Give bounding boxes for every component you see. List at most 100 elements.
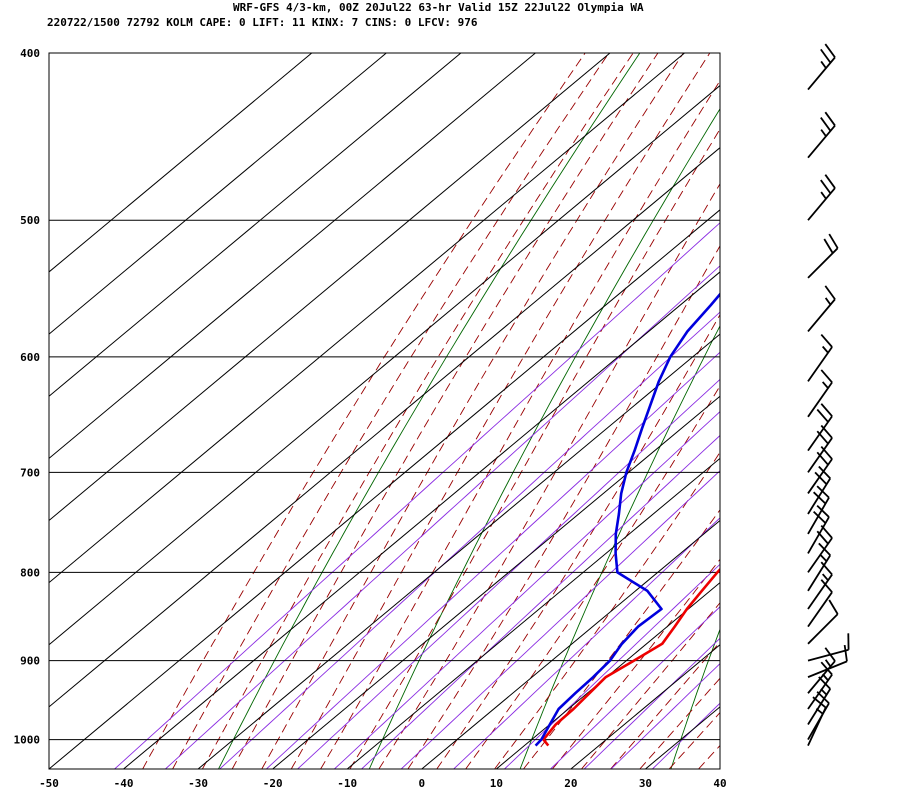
barb-half-flag bbox=[820, 554, 828, 562]
barb-flag bbox=[820, 446, 833, 460]
mixing-ratio-line bbox=[165, 265, 720, 769]
barb-flag bbox=[820, 117, 832, 132]
wind-barb bbox=[807, 174, 836, 221]
y-tick-label: 400 bbox=[20, 47, 40, 60]
wind-barb bbox=[807, 644, 848, 678]
moist-adiabat bbox=[465, 385, 720, 769]
mixing-ratio-line bbox=[652, 702, 720, 769]
barb-flag bbox=[818, 465, 831, 479]
barb-flag bbox=[820, 561, 833, 576]
x-tick-label: 10 bbox=[490, 777, 503, 790]
wind-barbs bbox=[807, 43, 850, 746]
barb-staff bbox=[807, 247, 839, 279]
barb-half-flag bbox=[821, 381, 829, 389]
moist-adiabat bbox=[407, 245, 720, 769]
dry-adiabat bbox=[368, 107, 720, 769]
isotherm bbox=[197, 333, 720, 769]
barb-flag bbox=[816, 451, 829, 466]
barb-staff bbox=[807, 660, 848, 678]
wind-barb bbox=[807, 285, 836, 333]
barb-flag bbox=[816, 485, 830, 499]
wind-barb bbox=[807, 504, 830, 554]
wind-barb bbox=[807, 633, 850, 662]
barb-flag bbox=[824, 285, 836, 300]
isotherm bbox=[123, 271, 720, 769]
barb-flag bbox=[824, 43, 836, 58]
barb-flag bbox=[843, 644, 848, 662]
isotherm bbox=[719, 768, 720, 769]
barb-staff bbox=[807, 516, 830, 554]
barb-half-flag bbox=[821, 573, 829, 581]
isotherm bbox=[49, 84, 720, 646]
moist-adiabat bbox=[172, 53, 610, 769]
dry-adiabat bbox=[218, 53, 641, 769]
sounding-info: 220722/1500 72792 KOLM CAPE: 0 LIFT: 11 … bbox=[47, 16, 478, 29]
x-tick-label: -20 bbox=[263, 777, 283, 790]
y-tick-label: 800 bbox=[20, 566, 40, 579]
temperature-tick-labels: -50 -40 -30 -20 -10 0 10 20 30 40 bbox=[39, 777, 727, 790]
isotherm bbox=[570, 644, 720, 769]
y-tick-label: 500 bbox=[20, 214, 40, 227]
isotherm bbox=[49, 53, 685, 584]
y-tick-label: 700 bbox=[20, 466, 40, 479]
x-tick-label: -30 bbox=[188, 777, 208, 790]
moist-adiabat bbox=[523, 509, 720, 769]
x-tick-label: -10 bbox=[337, 777, 357, 790]
x-tick-label: 0 bbox=[418, 777, 425, 790]
mixing-ratio-line bbox=[550, 606, 720, 769]
isotherm bbox=[49, 53, 313, 273]
mixing-ratio-line bbox=[400, 470, 720, 769]
background-lines bbox=[114, 53, 720, 769]
mixing-ratio-line bbox=[361, 434, 720, 769]
barb-staff bbox=[807, 415, 833, 452]
isotherms bbox=[49, 53, 720, 769]
mixing-ratio-line bbox=[297, 378, 720, 769]
isotherm bbox=[645, 706, 720, 769]
wind-barb bbox=[807, 599, 839, 645]
wind-barb bbox=[807, 561, 833, 610]
mixing-ratio-line bbox=[219, 311, 720, 769]
barb-flag bbox=[813, 491, 827, 505]
dewpoint-profile bbox=[534, 292, 720, 747]
barb-flag bbox=[813, 511, 827, 524]
moist-adiabat bbox=[378, 182, 720, 769]
isotherm bbox=[272, 395, 720, 769]
barb-flag bbox=[816, 408, 829, 423]
mixing-ratio-line bbox=[334, 411, 720, 769]
plot-frame bbox=[48, 52, 721, 770]
barb-flag bbox=[824, 174, 836, 189]
wind-barb bbox=[807, 485, 830, 535]
barb-flag bbox=[820, 424, 833, 439]
barb-flag bbox=[820, 179, 832, 194]
moist-adiabat bbox=[202, 53, 634, 769]
barb-flag bbox=[820, 403, 833, 417]
barb-staff bbox=[807, 648, 849, 662]
wind-barb bbox=[807, 465, 832, 515]
profiles bbox=[534, 292, 720, 747]
dry-adiabat bbox=[670, 628, 720, 769]
moist-adiabat bbox=[698, 744, 720, 769]
x-tick-label: -40 bbox=[114, 777, 134, 790]
mixing-ratio-line bbox=[504, 563, 720, 769]
mixing-ratio-line bbox=[453, 517, 720, 769]
barb-half-flag bbox=[820, 129, 827, 137]
temperature-profile bbox=[542, 567, 720, 747]
isotherm bbox=[49, 53, 611, 522]
barb-half-flag bbox=[824, 659, 832, 667]
moist-adiabat bbox=[436, 313, 720, 769]
barb-staff bbox=[807, 702, 830, 741]
barb-flag bbox=[820, 48, 832, 64]
moist-adiabat bbox=[142, 53, 586, 769]
isotherm bbox=[49, 53, 462, 397]
mixing-ratio-line bbox=[266, 351, 720, 769]
barb-staff bbox=[807, 591, 833, 628]
x-tick-label: 20 bbox=[564, 777, 577, 790]
pressure-tick-labels: 400 500 600 700 800 900 1000 bbox=[14, 47, 41, 747]
barb-flag bbox=[828, 233, 839, 249]
wind-barb bbox=[807, 446, 833, 494]
barb-half-flag bbox=[820, 191, 827, 200]
isotherm bbox=[49, 53, 387, 335]
isotherm bbox=[496, 581, 720, 769]
barb-flag bbox=[823, 238, 834, 254]
